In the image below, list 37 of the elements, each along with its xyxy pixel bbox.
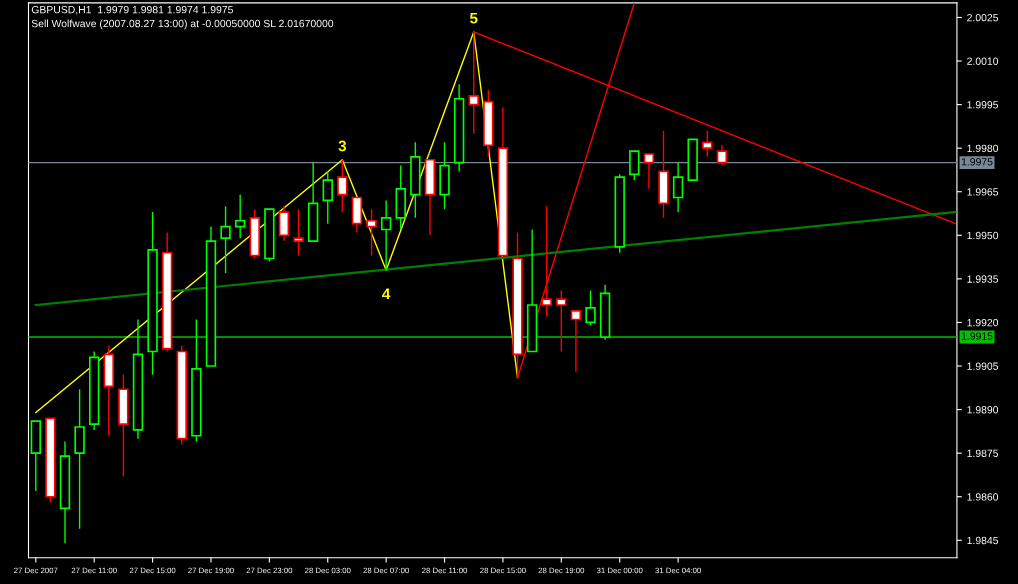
annotation: 4 — [382, 288, 391, 300]
candlestick — [541, 205, 552, 318]
ref-line-label: 1.9915 — [961, 332, 993, 340]
y-tick-label: 1.9980 — [967, 144, 999, 153]
candlestick — [672, 161, 684, 213]
candlestick — [556, 289, 567, 353]
y-tick-label: 1.9995 — [967, 101, 999, 109]
candlestick — [322, 170, 333, 225]
candlestick — [716, 144, 728, 167]
chart-title: GBPUSD,H1 1.9979 1.9981 1.9974 1.9975 — [31, 5, 233, 15]
candlestick — [337, 159, 348, 213]
candlestick — [234, 193, 246, 239]
candlestick — [702, 130, 713, 158]
y-tick-label: 1.9920 — [967, 318, 999, 327]
candlestick — [643, 153, 655, 190]
candlestick — [629, 150, 640, 181]
annotation: 3 — [338, 140, 347, 152]
y-tick-label: 1.9950 — [967, 231, 999, 240]
candlestick — [366, 208, 377, 257]
y-tick-label: 2.0025 — [967, 13, 999, 22]
y-tick-label: 1.9905 — [967, 362, 999, 370]
y-tick-label: 1.9935 — [967, 275, 999, 283]
annotation: 5 — [469, 12, 478, 24]
y-tick-label: 1.9965 — [967, 188, 999, 196]
candlestick — [278, 205, 290, 242]
y-tick-label: 1.9845 — [967, 536, 999, 545]
y-tick-label: 1.9890 — [967, 406, 999, 414]
candlestick — [220, 205, 231, 274]
y-tick-label: 1.9860 — [967, 493, 999, 501]
y-tick-label: 2.0010 — [967, 57, 999, 65]
ref-line-label: 1.9975 — [961, 158, 993, 166]
candlestick — [570, 309, 582, 373]
text: Sell Wolfwave (2007.08.27 13:00) at -0.00050000 SL 2.01670000 — [31, 19, 334, 30]
candlestick — [380, 199, 392, 271]
y-tick-label: 1.9875 — [967, 449, 999, 458]
candlestick — [293, 208, 304, 257]
candlestick — [585, 289, 596, 327]
